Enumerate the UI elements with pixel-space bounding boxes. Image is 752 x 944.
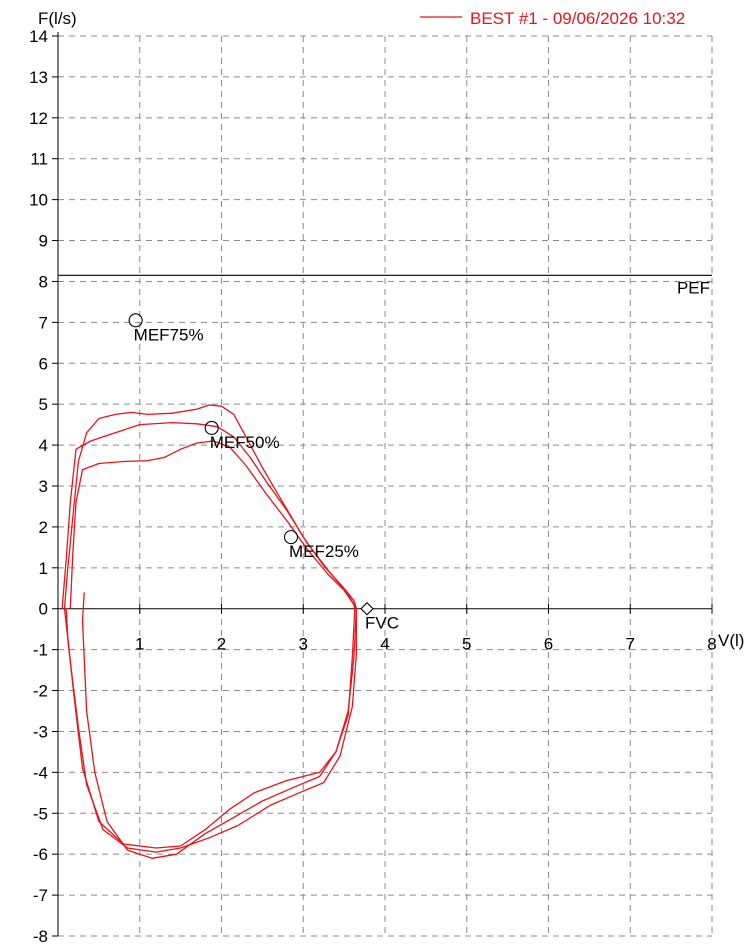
mef50-marker: [204, 420, 219, 435]
y-tick-label: 14: [29, 27, 48, 46]
y-tick-label: -1: [33, 641, 48, 660]
y-tick-label: 11: [30, 150, 48, 169]
y-tick-label: 2: [39, 518, 48, 537]
y-axis-label: F(l/s): [38, 9, 77, 28]
axes: [52, 32, 713, 937]
y-tick-label: 4: [39, 436, 48, 455]
y-tick-label: -4: [33, 763, 48, 782]
markers: MEF75% MEF50% MEF25% FVC: [128, 313, 399, 633]
x-axis-label: V(l): [718, 631, 744, 650]
x-tick-label: 6: [544, 635, 553, 654]
x-tick-label: 5: [462, 635, 471, 654]
y-tick-label: 10: [29, 191, 48, 210]
y-tick-label: -8: [33, 927, 48, 944]
mef75-label: MEF75%: [134, 325, 204, 344]
y-tick-label: -2: [33, 682, 48, 701]
y-tick-label: -3: [33, 722, 48, 741]
pef-reference-line: PEF: [58, 274, 712, 297]
x-tick-label: 3: [299, 635, 308, 654]
y-tick-label: 0: [39, 600, 48, 619]
y-tick-label: -6: [33, 845, 48, 864]
y-tick-label: 13: [29, 68, 48, 87]
y-tick-label: -5: [33, 804, 48, 823]
x-tick-label: 4: [380, 635, 389, 654]
y-tick-label: -7: [33, 886, 48, 905]
x-tick-labels: 1 2 3 4 5 6 7 8: [135, 635, 717, 654]
y-tick-label: 3: [39, 477, 48, 496]
mef25-marker: [283, 530, 299, 545]
pef-label: PEF: [677, 278, 710, 297]
legend: BEST #1 - 09/06/2026 10:32: [420, 9, 685, 28]
mef50-label: MEF50%: [210, 433, 280, 452]
y-tick-label: 8: [39, 272, 48, 291]
series-lines: [61, 404, 358, 859]
grid: [58, 35, 713, 937]
x-tick-label: 2: [217, 635, 226, 654]
series-line-3: [69, 440, 356, 859]
x-tick-label: 7: [626, 635, 635, 654]
y-tick-label: 7: [39, 313, 48, 332]
y-tick-label: 5: [39, 395, 48, 414]
y-tick-label: 1: [39, 559, 48, 578]
series-line-2: [61, 421, 358, 853]
x-tick-label: 1: [135, 635, 144, 654]
legend-entry: BEST #1 - 09/06/2026 10:32: [470, 9, 685, 28]
y-tick-label: 6: [39, 354, 48, 373]
y-tick-label: 12: [29, 109, 48, 128]
mef75-marker: [128, 313, 143, 328]
y-tick-label: 9: [39, 232, 48, 251]
series-line-1: [63, 404, 358, 849]
fvc-label: FVC: [365, 614, 399, 633]
x-tick-label: 8: [707, 635, 716, 654]
mef25-label: MEF25%: [289, 542, 359, 561]
fvc-marker: [360, 601, 374, 616]
